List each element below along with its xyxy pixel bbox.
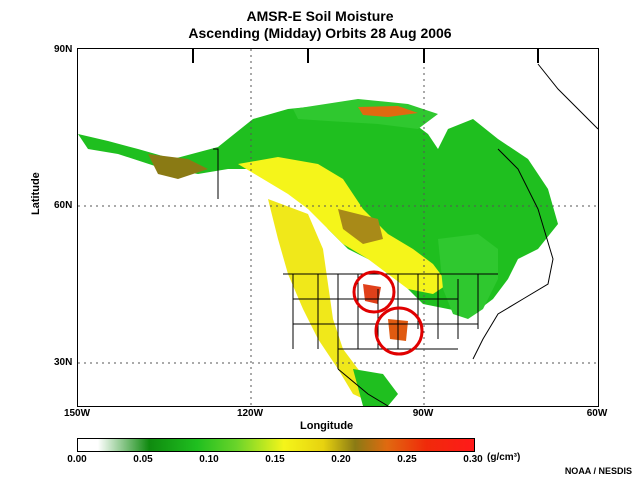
colorbar — [77, 438, 475, 452]
colorbar-label: 0.30 — [463, 454, 483, 465]
alaska-border — [213, 148, 219, 199]
land-green-east — [438, 234, 498, 319]
map-title: AMSR-E Soil Moisture — [246, 8, 394, 24]
colorbar-label: 0.25 — [397, 454, 417, 465]
colorbar-label: 0.00 — [67, 454, 87, 465]
frame-ticks — [192, 49, 539, 63]
east-coastline — [472, 148, 554, 360]
x-axis-label: Longitude — [300, 420, 354, 432]
colorbar-unit: (g/cm³) — [487, 452, 521, 463]
land-brown-yukon — [148, 154, 208, 179]
greenland-coast — [537, 63, 599, 130]
lat-tick-90n: 90N — [54, 44, 73, 55]
lon-tick-90w: 90W — [412, 408, 434, 419]
lat-tick-30n: 30N — [54, 357, 73, 368]
colorbar-label: 0.20 — [331, 454, 351, 465]
land-brown-prairie — [338, 209, 383, 244]
lon-tick-150w: 150W — [63, 408, 91, 419]
credit-text: NOAA / NESDIS — [564, 466, 632, 476]
highlight-circle-south — [374, 306, 424, 356]
lon-tick-60w: 60W — [586, 408, 608, 419]
colorbar-label: 0.10 — [199, 454, 219, 465]
map-subtitle: Ascending (Midday) Orbits 28 Aug 2006 — [188, 25, 452, 41]
land-red-arctic — [358, 106, 418, 117]
map-frame — [77, 48, 599, 407]
soil-moisture-map — [78, 49, 599, 407]
land-yellow-rockies — [268, 199, 373, 401]
highlight-circle-north — [352, 270, 396, 314]
colorbar-label: 0.05 — [133, 454, 153, 465]
state-borders-horizontal — [293, 298, 478, 350]
lat-tick-60n: 60N — [54, 200, 73, 211]
land-mexico — [353, 369, 398, 406]
mexico-border — [337, 368, 389, 407]
lon-tick-120w: 120W — [236, 408, 264, 419]
boundaries — [213, 63, 599, 407]
colorbar-label: 0.15 — [265, 454, 285, 465]
y-axis-label: Latitude — [30, 172, 42, 215]
graticule — [78, 49, 598, 406]
